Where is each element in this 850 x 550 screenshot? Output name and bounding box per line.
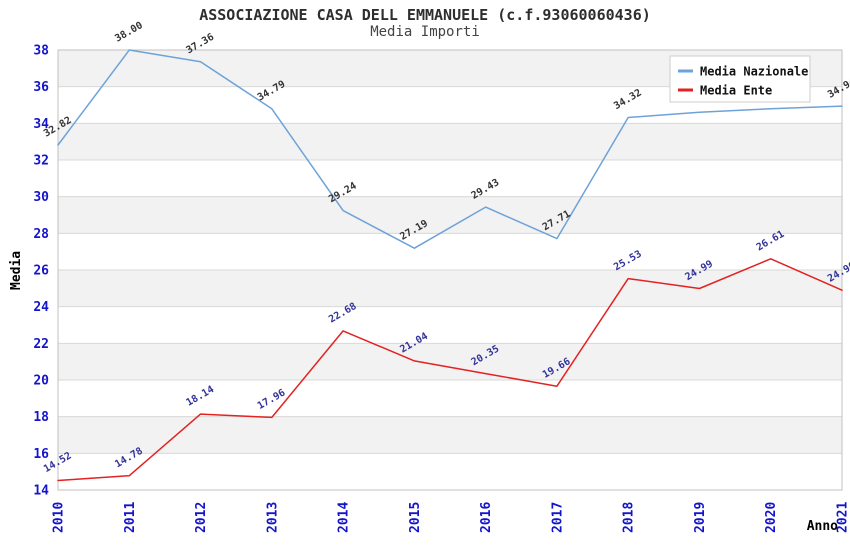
data-point-label-media-nazionale: 38.00 <box>113 20 145 45</box>
y-tick-label: 28 <box>33 227 49 242</box>
x-tick-label: 2020 <box>764 502 779 533</box>
x-tick-label: 2012 <box>194 502 209 533</box>
chart-title: ASSOCIAZIONE CASA DELL EMMANUELE (c.f.93… <box>199 6 651 24</box>
x-tick-label: 2010 <box>52 502 67 533</box>
plot-band <box>58 270 842 307</box>
legend-label-media-ente: Media Ente <box>700 84 772 98</box>
y-tick-label: 38 <box>33 44 49 59</box>
x-tick-label: 2011 <box>123 502 138 533</box>
chart-subtitle: Media Importi <box>370 24 480 40</box>
x-tick-label: 2015 <box>408 502 423 533</box>
x-tick-label: 2021 <box>836 502 850 533</box>
data-point-label-media-ente: 18.14 <box>185 384 217 409</box>
plot-band <box>58 416 842 454</box>
x-tick-label: 2014 <box>337 502 352 533</box>
y-axis-title: Media <box>9 251 24 290</box>
x-tick-label: 2017 <box>550 502 565 533</box>
x-tick-label: 2019 <box>693 502 708 533</box>
y-tick-label: 14 <box>33 484 49 499</box>
series-line-media-ente <box>57 258 843 482</box>
plot-band <box>58 123 842 160</box>
x-tick-label: 2018 <box>622 502 637 533</box>
y-tick-label: 26 <box>33 264 49 279</box>
series-line-media-nazionale <box>57 49 843 249</box>
x-axis-title: Anno <box>807 519 838 534</box>
data-point-label-media-ente: 17.96 <box>256 387 288 412</box>
plot-border <box>57 49 843 491</box>
legend-box <box>669 55 811 103</box>
y-tick-label: 24 <box>33 300 49 315</box>
y-tick-label: 20 <box>33 374 49 389</box>
y-tick-label: 22 <box>33 337 49 352</box>
x-tick-label: 2013 <box>265 502 280 533</box>
y-tick-label: 34 <box>33 117 49 132</box>
y-tick-label: 36 <box>33 80 49 95</box>
y-tick-label: 32 <box>33 154 49 169</box>
y-tick-label: 30 <box>33 190 49 205</box>
plot-band <box>58 343 842 380</box>
data-point-label-media-nazionale: 34.32 <box>612 87 644 112</box>
x-tick-label: 2016 <box>479 502 494 533</box>
y-tick-label: 16 <box>33 447 49 462</box>
legend-label-media-nazionale: Media Nazionale <box>700 65 808 79</box>
y-tick-label: 18 <box>33 410 49 425</box>
